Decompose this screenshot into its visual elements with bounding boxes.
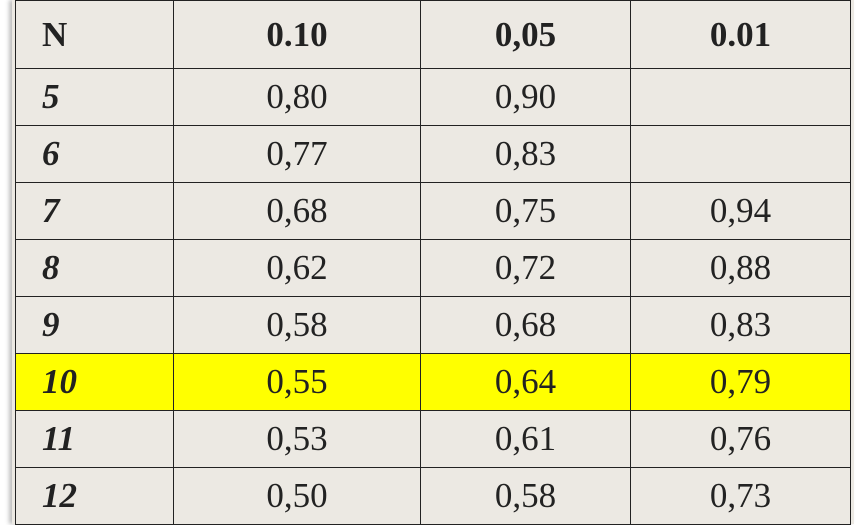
cell: 0,61	[420, 410, 631, 468]
data-row: 10 0,55 0,64 0,79	[15, 353, 851, 411]
cell: 0,76	[630, 410, 851, 468]
cell: 0,62	[173, 239, 421, 297]
row-label: N	[15, 0, 174, 69]
cell: 0,77	[173, 125, 421, 183]
cell: 0,64	[420, 353, 631, 411]
header-row: N 0.10 0,05 0.01	[15, 0, 851, 69]
row-label: 12	[15, 467, 174, 525]
cell: 0,68	[173, 182, 421, 240]
data-row: 6 0,77 0,83	[15, 125, 851, 183]
cell: 0,58	[420, 467, 631, 525]
cell: 0,58	[173, 296, 421, 354]
row-label: 8	[15, 239, 174, 297]
cell: 0,80	[173, 68, 421, 126]
cell: 0,50	[173, 467, 421, 525]
cell: 0,90	[420, 68, 631, 126]
cell	[630, 68, 851, 126]
cell: 0.01	[630, 0, 851, 69]
table-panel: N 0.10 0,05 0.01 5 0,80 0,90 6 0,77 0,83 7 0,68 0,75…	[12, 0, 854, 525]
data-row: 5 0,80 0,90	[15, 68, 851, 126]
row-label: 10	[15, 353, 174, 411]
data-row: 7 0,68 0,75 0,94	[15, 182, 851, 240]
row-label: 11	[15, 410, 174, 468]
cell: 0,79	[630, 353, 851, 411]
data-row: 12 0,50 0,58 0,73	[15, 467, 851, 525]
row-label: 5	[15, 68, 174, 126]
row-label: 7	[15, 182, 174, 240]
cell: 0,73	[630, 467, 851, 525]
row-label: 9	[15, 296, 174, 354]
cell: 0,75	[420, 182, 631, 240]
cell: 0,05	[420, 0, 631, 69]
data-row: 11 0,53 0,61 0,76	[15, 410, 851, 468]
cell	[630, 125, 851, 183]
cell: 0,83	[630, 296, 851, 354]
data-row: 9 0,58 0,68 0,83	[15, 296, 851, 354]
cell: 0,94	[630, 182, 851, 240]
cell: 0,68	[420, 296, 631, 354]
cell: 0.10	[173, 0, 421, 69]
critical-values-table: N 0.10 0,05 0.01 5 0,80 0,90 6 0,77 0,83 7 0,68 0,75…	[15, 0, 851, 525]
row-label: 6	[15, 125, 174, 183]
data-row: 8 0,62 0,72 0,88	[15, 239, 851, 297]
cell: 0,88	[630, 239, 851, 297]
cell: 0,83	[420, 125, 631, 183]
cell: 0,72	[420, 239, 631, 297]
cell: 0,53	[173, 410, 421, 468]
cell: 0,55	[173, 353, 421, 411]
